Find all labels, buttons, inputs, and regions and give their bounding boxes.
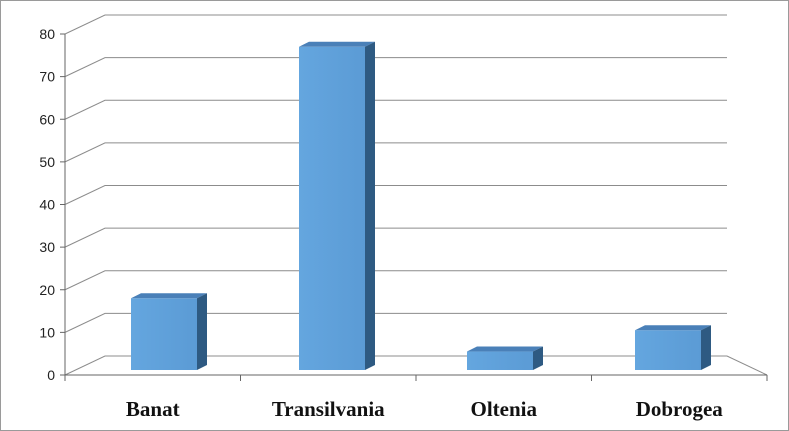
y-tick-label: 10 [39, 324, 55, 340]
y-tick-label: 70 [39, 69, 55, 85]
x-category-label: Transilvania [272, 397, 385, 421]
gridline [64, 142, 727, 163]
bar-side [701, 325, 711, 370]
x-category-label: Oltenia [471, 397, 538, 421]
x-category-label: Dobrogea [636, 397, 724, 421]
bar-side [533, 346, 543, 370]
bar-top [299, 41, 375, 47]
bar-dobrogea [635, 325, 711, 370]
y-tick-label: 60 [39, 111, 55, 127]
y-tick-label: 30 [39, 239, 55, 255]
bar-transilvania [299, 41, 375, 370]
gridline [64, 14, 727, 35]
gridline [64, 57, 727, 78]
gridline [64, 312, 727, 333]
bar-top [467, 346, 543, 352]
y-tick-label: 50 [39, 154, 55, 170]
gridline [64, 99, 727, 120]
bar-top [635, 325, 711, 331]
bar-side [365, 41, 375, 370]
bar-front [467, 351, 533, 370]
bar-oltenia [467, 346, 543, 370]
bar-front [299, 46, 365, 370]
y-tick-label: 40 [39, 197, 55, 213]
y-tick-label: 20 [39, 282, 55, 298]
bar-front [131, 298, 197, 370]
bar-side [197, 293, 207, 370]
y-tick-label: 0 [47, 367, 55, 383]
gridline [64, 185, 727, 205]
y-tick-label: 80 [39, 26, 55, 42]
bar-banat [131, 293, 207, 370]
x-category-label: Banat [126, 397, 180, 421]
bar-top [131, 293, 207, 299]
gridline [64, 270, 727, 291]
bar-front [635, 330, 701, 370]
gridline [64, 227, 727, 248]
